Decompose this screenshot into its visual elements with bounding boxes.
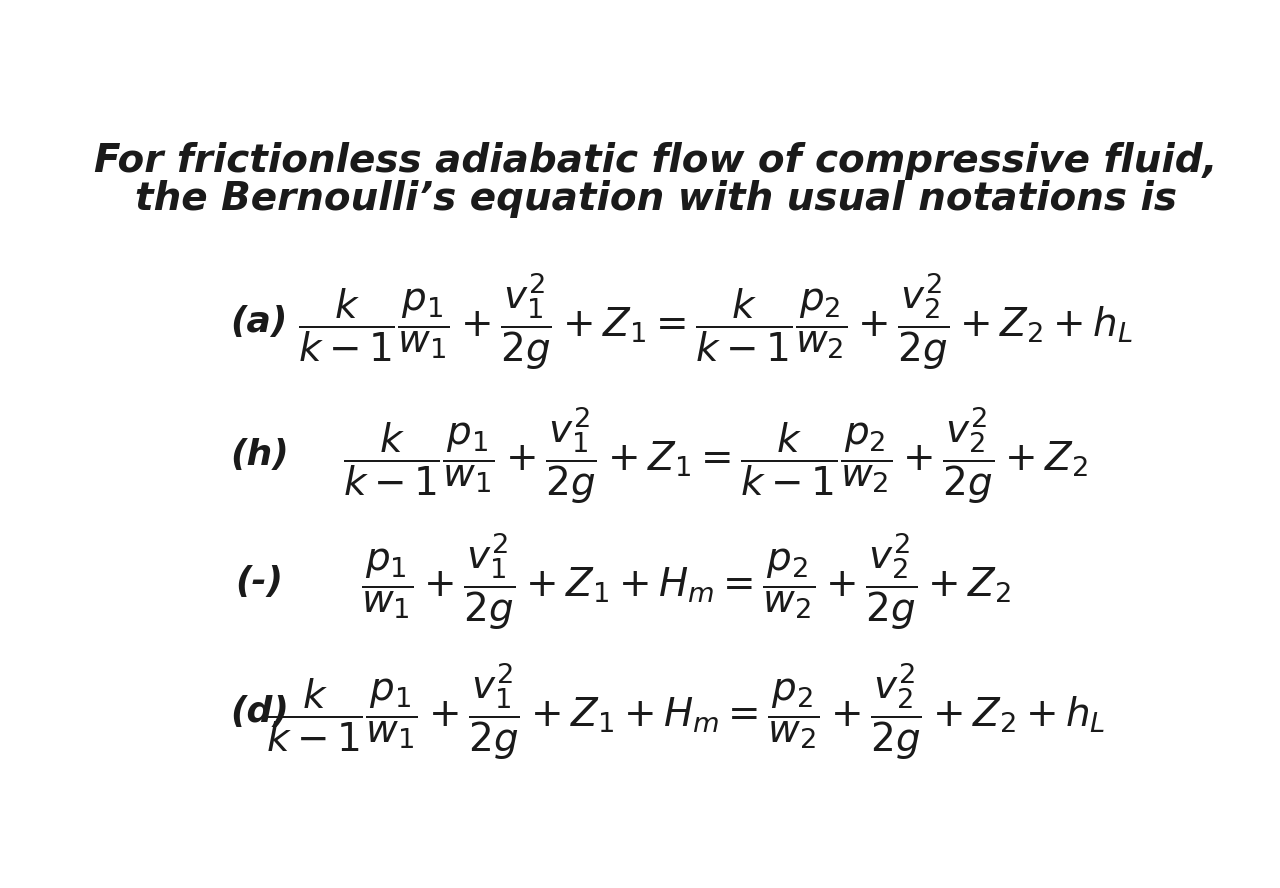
Text: the Bernoulli’s equation with usual notations is: the Bernoulli’s equation with usual nota… [134,180,1178,218]
Text: (h): (h) [230,439,288,472]
Text: For frictionless adiabatic flow of compressive fluid,: For frictionless adiabatic flow of compr… [95,142,1217,180]
Text: (-): (-) [236,565,283,599]
Text: $\dfrac{k}{k-1}\dfrac{p_1}{w_1}+\dfrac{v_1^2}{2g}+Z_1 = \dfrac{k}{k-1}\dfrac{p_2: $\dfrac{k}{k-1}\dfrac{p_1}{w_1}+\dfrac{v… [343,405,1088,506]
Text: $\dfrac{p_1}{w_1}+\dfrac{v_1^2}{2g}+Z_1+H_m = \dfrac{p_2}{w_2}+\dfrac{v_2^2}{2g}: $\dfrac{p_1}{w_1}+\dfrac{v_1^2}{2g}+Z_1+… [361,531,1011,632]
Text: $\dfrac{k}{k-1}\dfrac{p_1}{w_1}+\dfrac{v_1^2}{2g}+Z_1 = \dfrac{k}{k-1}\dfrac{p_2: $\dfrac{k}{k-1}\dfrac{p_1}{w_1}+\dfrac{v… [298,272,1133,372]
Text: (d): (d) [230,694,288,729]
Text: (a): (a) [230,305,288,339]
Text: $\dfrac{k}{k-1}\dfrac{p_1}{w_1}+\dfrac{v_1^2}{2g}+Z_1+H_m = \dfrac{p_2}{w_2}+\df: $\dfrac{k}{k-1}\dfrac{p_1}{w_1}+\dfrac{v… [266,662,1106,762]
